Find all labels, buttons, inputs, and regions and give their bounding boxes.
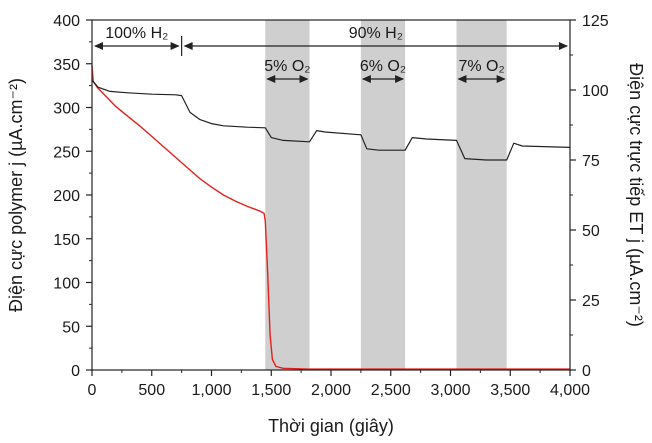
y-right-tick-label: 75 (582, 153, 600, 170)
arrow-head-left (266, 75, 276, 83)
arrow-head-left (94, 42, 103, 50)
x-tick-label: 500 (138, 382, 165, 399)
y-left-tick-label: 50 (62, 319, 80, 336)
arrow-head-left (457, 75, 467, 83)
y-left-tick-label: 150 (53, 232, 80, 249)
x-axis-title: Thời gian (giây) (268, 416, 394, 436)
series-line-right-axis (91, 79, 571, 161)
data-lines (91, 65, 571, 370)
x-tick-label: 3,500 (490, 382, 530, 399)
x-tick-label: 3,000 (430, 382, 470, 399)
y-right-tick-label: 0 (582, 363, 591, 380)
span-label: 90% H₂ (349, 25, 403, 42)
y-left-tick-label: 0 (71, 363, 80, 380)
x-tick-label: 1,000 (191, 382, 231, 399)
x-tick-label: 2,000 (311, 382, 351, 399)
y-left-tick-label: 250 (53, 144, 80, 161)
y-axis-left-title: Điện cực polymer j (µA.cm⁻²) (6, 78, 26, 312)
region-label: 6% O₂ (360, 58, 406, 75)
y-right-tick-label: 25 (582, 293, 600, 310)
x-tick-label: 2,500 (371, 382, 411, 399)
y-right-tick-label: 50 (582, 223, 600, 240)
y-right-tick-label: 125 (582, 13, 609, 30)
span-label: 100% H₂ (105, 25, 168, 42)
y-left-tick-label: 400 (53, 13, 80, 30)
arrow-head-right (170, 42, 180, 50)
y-left-tick-label: 200 (53, 188, 80, 205)
region-label: 7% O₂ (458, 58, 504, 75)
y-left-tick-label: 300 (53, 101, 80, 118)
tick-labels: 0 500 1,000 1,500 2,000 2,500 3,000 3,500 4,0000… (53, 13, 609, 399)
y-left-tick-label: 100 (53, 276, 80, 293)
y-axis-right-title: Điện cực trực tiếp ET j (µA.cm⁻²) (626, 63, 646, 327)
annotations: 100% H₂ 90% H₂ 5% O₂ 6% O₂ 7% O₂ (94, 25, 568, 83)
arrow-head-left (183, 42, 193, 50)
arrow-head-right (496, 75, 506, 83)
series-line-left-axis (91, 65, 570, 370)
y-right-tick-label: 100 (582, 83, 609, 100)
arrow-head-right (299, 75, 309, 83)
y-left-tick-label: 350 (53, 57, 80, 74)
x-tick-label: 0 (88, 382, 97, 399)
arrow-head-right (559, 42, 568, 50)
x-tick-label: 1,500 (251, 382, 291, 399)
arrow-head-left (361, 75, 371, 83)
x-tick-label: 4,000 (550, 382, 590, 399)
axis-ticks (86, 19, 576, 376)
arrow-head-right (395, 75, 405, 83)
region-label: 5% O₂ (264, 58, 310, 75)
